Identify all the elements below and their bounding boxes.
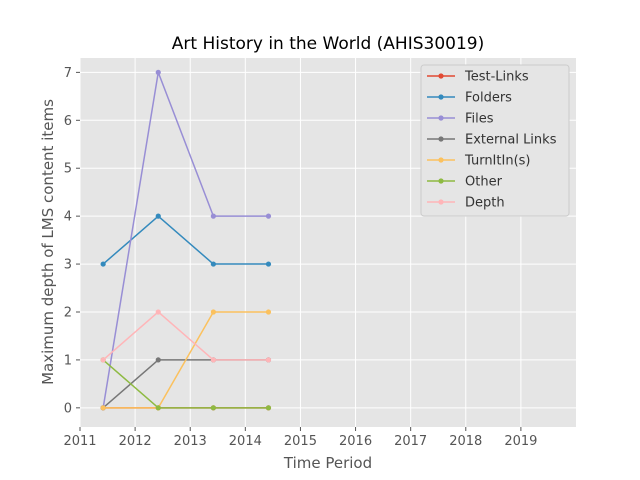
legend-marker xyxy=(438,94,444,100)
legend-item-external-links: External Links xyxy=(427,133,557,148)
legend-label: Other xyxy=(465,175,503,190)
data-point-depth xyxy=(155,309,161,315)
y-tick-label: 6 xyxy=(64,114,72,129)
y-tick-label: 3 xyxy=(64,258,72,273)
x-tick-label: 2016 xyxy=(339,434,372,449)
y-tick-label: 7 xyxy=(64,66,72,81)
data-point-folders xyxy=(210,261,216,267)
data-point-depth xyxy=(210,357,216,363)
data-point-other xyxy=(210,405,216,411)
series-line-depth xyxy=(102,311,269,361)
data-point-depth xyxy=(265,357,272,363)
x-tick-label: 2013 xyxy=(174,434,207,449)
data-point-external-links xyxy=(155,357,161,363)
legend-item-depth: Depth xyxy=(427,196,505,211)
y-tick-label: 5 xyxy=(64,162,72,177)
legend-label: Test-Links xyxy=(464,70,529,85)
legend-label: External Links xyxy=(465,133,557,148)
legend-label: Depth xyxy=(465,196,505,211)
x-tick-label: 2014 xyxy=(229,434,262,449)
x-tick-label: 2012 xyxy=(119,434,152,449)
legend-label: TurnItIn(s) xyxy=(464,154,530,169)
series-depth xyxy=(100,309,272,363)
legend-marker xyxy=(438,199,444,205)
series-line-turnitin-s xyxy=(103,311,269,409)
legend-marker xyxy=(438,178,444,184)
y-axis-title: Maximum depth of LMS content items xyxy=(39,99,57,385)
y-tick-label: 1 xyxy=(64,353,72,368)
legend-marker xyxy=(438,115,444,121)
data-point-turnitin-s xyxy=(265,309,272,315)
x-tick-label: 2011 xyxy=(63,434,96,449)
legend-label: Folders xyxy=(465,91,512,106)
y-tick-label: 4 xyxy=(64,210,72,225)
legend-item-other: Other xyxy=(427,175,503,190)
legend-marker xyxy=(438,136,444,142)
data-point-folders xyxy=(155,213,161,219)
data-point-turnitin-s xyxy=(100,405,106,411)
data-point-turnitin-s xyxy=(210,309,216,315)
x-tick-label: 2015 xyxy=(284,434,317,449)
series-line-other xyxy=(102,359,269,409)
series-line-files xyxy=(102,71,269,408)
legend-box xyxy=(420,64,570,217)
legend-marker xyxy=(438,73,444,79)
data-point-files xyxy=(155,69,161,75)
y-tick-label: 0 xyxy=(64,401,72,416)
data-point-folders xyxy=(265,261,272,267)
x-axis-title: Time Period xyxy=(283,454,372,472)
series-lines xyxy=(100,69,272,411)
x-tick-label: 2018 xyxy=(449,434,482,449)
data-point-files xyxy=(210,213,216,219)
data-point-depth xyxy=(100,357,106,363)
data-point-files xyxy=(265,213,272,219)
legend-item-turnitin-s: TurnItIn(s) xyxy=(427,154,530,169)
legend-label: Files xyxy=(465,112,494,127)
data-point-other xyxy=(155,405,161,411)
chart-title: Art History in the World (AHIS30019) xyxy=(172,34,484,54)
x-axis-ticks: 2011 2012 2013 2014 2015 2016 2017 2018 2019 xyxy=(63,427,537,449)
legend-item-folders: Folders xyxy=(427,91,512,106)
x-tick-label: 2017 xyxy=(394,434,427,449)
y-axis-ticks: 0 1 2 3 4 5 6 7 xyxy=(64,66,80,416)
x-tick-label: 2019 xyxy=(504,434,537,449)
data-point-other xyxy=(265,405,272,411)
legend-marker xyxy=(438,157,444,163)
data-point-folders xyxy=(100,261,106,267)
legend-item-files: Files xyxy=(427,112,494,127)
legend: Test-Links Folders Files External Links Turn… xyxy=(420,64,570,217)
y-tick-label: 2 xyxy=(64,305,72,320)
legend-item-test-links: Test-Links xyxy=(427,70,529,85)
